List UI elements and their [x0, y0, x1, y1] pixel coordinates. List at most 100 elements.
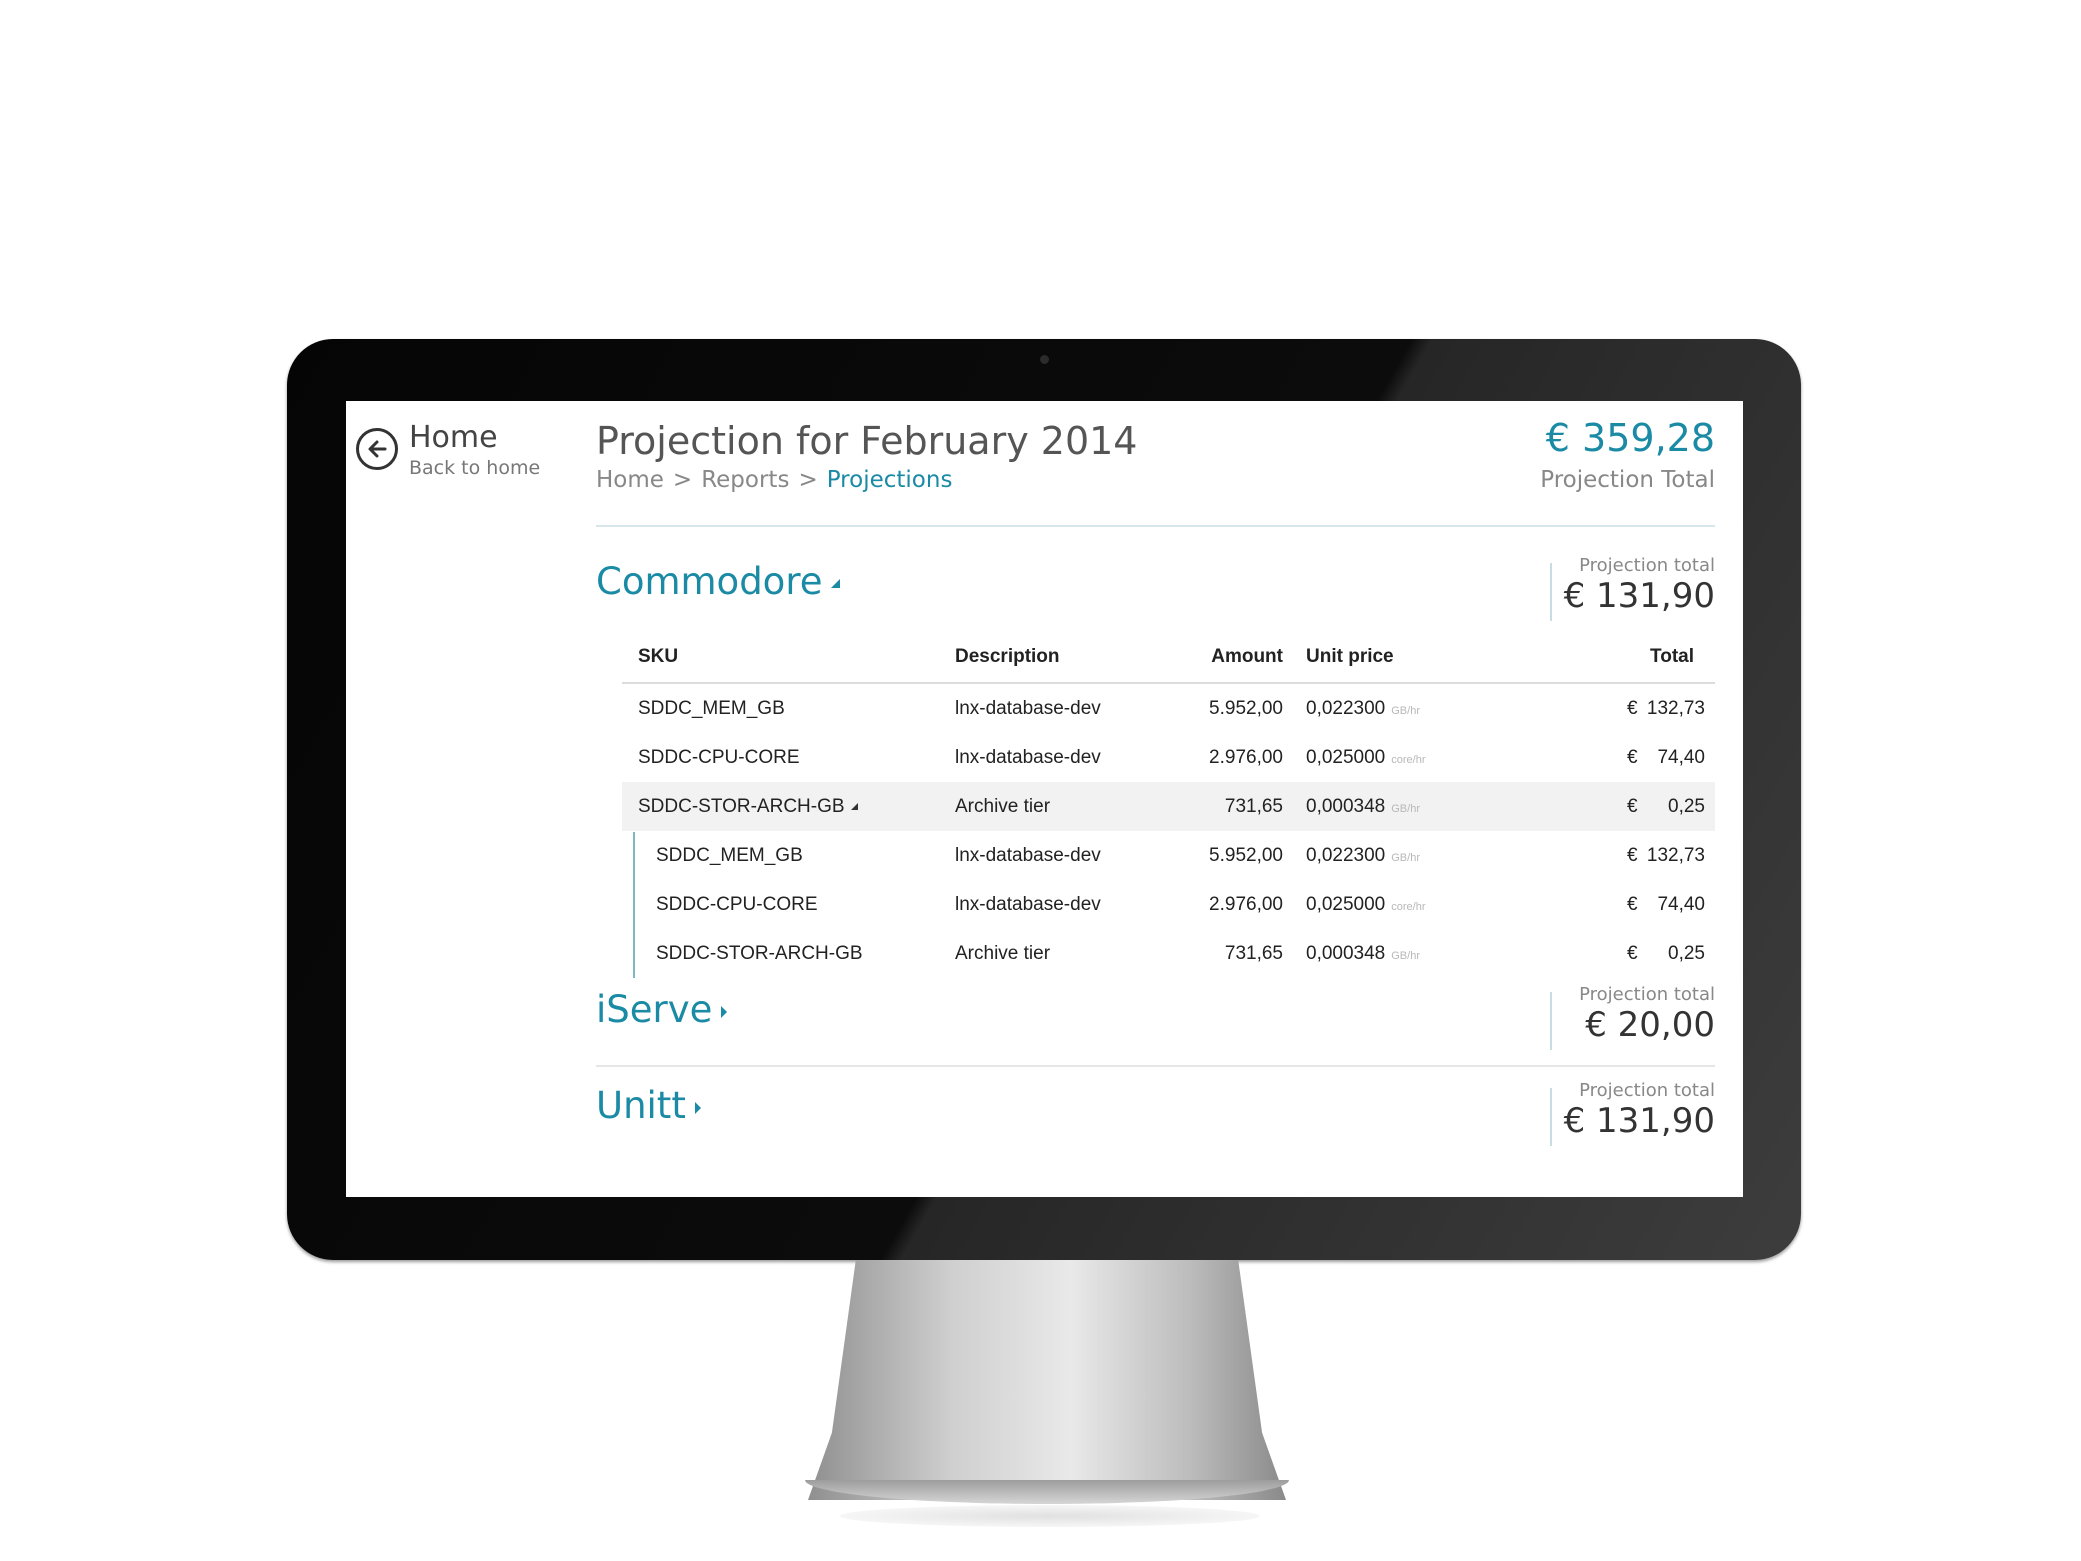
group-total-label: Projection total	[1579, 1080, 1715, 1101]
sku-value: SDDC-STOR-ARCH-GB	[638, 796, 845, 817]
unit-suffix: GB/hr	[1391, 803, 1420, 815]
unit-suffix: core/hr	[1391, 901, 1426, 913]
amount-cell: 5.952,00	[1209, 845, 1283, 866]
currency-symbol: €	[1627, 845, 1638, 866]
total-cell: 0,25	[1668, 796, 1705, 817]
child-table-row[interactable]: SDDC-STOR-ARCH-GB Archive tier 731,65 0,…	[622, 929, 1715, 978]
group-total-box	[1550, 1088, 1715, 1146]
table-row-expanded[interactable]: SDDC-STOR-ARCH-GB Archive tier 731,65 0,…	[622, 782, 1715, 831]
back-button[interactable]	[356, 428, 398, 470]
table-row[interactable]: SDDC-CPU-CORE lnx-database-dev 2.976,00 …	[622, 733, 1715, 782]
total-cell: 0,25	[1668, 943, 1705, 964]
group-unitt[interactable]: Unitt	[596, 1084, 701, 1127]
unit-suffix: core/hr	[1391, 754, 1426, 766]
total-cell: 74,40	[1657, 747, 1705, 768]
app-screen: Home Back to home Projection for Februar…	[346, 401, 1743, 1197]
unit-price-cell: 0,000348 GB/hr	[1282, 782, 1420, 831]
group-name: Unitt	[596, 1084, 686, 1127]
breadcrumb-projections[interactable]: Projections	[826, 467, 953, 493]
column-header-amount[interactable]: Amount	[1211, 646, 1283, 667]
sku-cell: SDDC_MEM_GB	[656, 845, 803, 866]
currency-symbol: €	[1627, 698, 1638, 719]
unit-price-value: 0,022300	[1306, 845, 1386, 866]
column-header-description[interactable]: Description	[955, 646, 1060, 667]
child-table-row[interactable]: SDDC_MEM_GB lnx-database-dev 5.952,00 0,…	[622, 831, 1715, 880]
nav-home-title[interactable]: Home	[409, 420, 498, 455]
unit-suffix: GB/hr	[1391, 705, 1420, 717]
total-cell: 132,73	[1646, 698, 1705, 719]
group-total-box	[1550, 563, 1715, 621]
unit-suffix: GB/hr	[1391, 950, 1420, 962]
amount-cell: 2.976,00	[1209, 894, 1283, 915]
group-total-value: € 131,90	[1563, 1101, 1715, 1141]
unit-suffix: GB/hr	[1391, 852, 1420, 864]
breadcrumb-reports[interactable]: Reports	[701, 467, 790, 493]
grand-total-label: Projection Total	[1540, 467, 1715, 493]
header-divider	[596, 525, 1715, 527]
unit-price-cell: 0,022300 GB/hr	[1282, 684, 1420, 733]
group-total-value: € 131,90	[1563, 576, 1715, 616]
group-name: Commodore	[596, 560, 823, 603]
currency-symbol: €	[1627, 747, 1638, 768]
breadcrumb: Home > Reports > Projections	[596, 467, 952, 493]
group-total-label: Projection total	[1579, 555, 1715, 576]
unit-price-value: 0,022300	[1306, 698, 1386, 719]
unit-price-value: 0,025000	[1306, 747, 1386, 768]
header-rule	[622, 682, 1715, 684]
caret-right-icon	[721, 1005, 728, 1018]
column-header-sku[interactable]: SKU	[638, 646, 679, 667]
unit-price-value: 0,000348	[1306, 943, 1386, 964]
description-cell: lnx-database-dev	[955, 698, 1101, 719]
amount-cell: 5.952,00	[1209, 698, 1283, 719]
total-cell: 74,40	[1657, 894, 1705, 915]
group-total-value: € 20,00	[1585, 1005, 1715, 1045]
unit-price-value: 0,025000	[1306, 894, 1386, 915]
arrow-left-circle-icon	[368, 440, 387, 458]
total-cell: 132,73	[1646, 845, 1705, 866]
amount-cell: 731,65	[1224, 943, 1283, 964]
unit-price-cell: 0,000348 GB/hr	[1282, 929, 1420, 978]
group-divider	[596, 1065, 1715, 1067]
currency-symbol: €	[1627, 796, 1638, 817]
page-title: Projection for February 2014	[596, 419, 1138, 463]
sku-cell: SDDC-CPU-CORE	[656, 894, 818, 915]
grand-total-value: € 359,28	[1545, 416, 1715, 460]
column-header-unit-price[interactable]: Unit price	[1306, 646, 1394, 667]
caret-up-icon	[831, 579, 841, 588]
unit-price-value: 0,000348	[1306, 796, 1386, 817]
breadcrumb-home[interactable]: Home	[596, 467, 664, 493]
sku-cell: SDDC-CPU-CORE	[638, 747, 800, 768]
unit-price-cell: 0,022300 GB/hr	[1282, 831, 1420, 880]
breadcrumb-separator: >	[672, 467, 693, 493]
sku-cell: SDDC_MEM_GB	[638, 698, 785, 719]
description-cell: Archive tier	[955, 796, 1051, 817]
sku-cell: SDDC-STOR-ARCH-GB	[638, 782, 858, 831]
unit-price-cell: 0,025000 core/hr	[1282, 880, 1426, 929]
group-name: iServe	[596, 988, 713, 1031]
amount-cell: 731,65	[1224, 796, 1283, 817]
group-commodore[interactable]: Commodore	[596, 560, 841, 603]
group-total-box	[1550, 992, 1715, 1050]
group-iserve[interactable]: iServe	[596, 988, 728, 1031]
webcam	[1040, 355, 1049, 364]
nav-home-subtitle[interactable]: Back to home	[409, 457, 541, 479]
sku-cell: SDDC-STOR-ARCH-GB	[656, 943, 863, 964]
breadcrumb-separator: >	[798, 467, 818, 493]
child-table-row[interactable]: SDDC-CPU-CORE lnx-database-dev 2.976,00 …	[622, 880, 1715, 929]
table-header: SKU Description Amount Unit price Total	[622, 632, 1715, 681]
monitor-stand	[808, 1260, 1286, 1500]
description-cell: lnx-database-dev	[955, 747, 1101, 768]
currency-symbol: €	[1627, 894, 1638, 915]
monitor-stand-base	[805, 1480, 1289, 1504]
description-cell: lnx-database-dev	[955, 845, 1101, 866]
description-cell: lnx-database-dev	[955, 894, 1101, 915]
description-cell: Archive tier	[955, 943, 1051, 964]
group-total-label: Projection total	[1579, 984, 1715, 1005]
child-indent-bar	[633, 832, 635, 978]
stand-shadow	[840, 1505, 1260, 1527]
unit-price-cell: 0,025000 core/hr	[1282, 733, 1426, 782]
table-row[interactable]: SDDC_MEM_GB lnx-database-dev 5.952,00 0,…	[622, 684, 1715, 733]
amount-cell: 2.976,00	[1209, 747, 1283, 768]
caret-right-icon	[694, 1101, 701, 1114]
column-header-total[interactable]: Total	[1650, 646, 1694, 667]
